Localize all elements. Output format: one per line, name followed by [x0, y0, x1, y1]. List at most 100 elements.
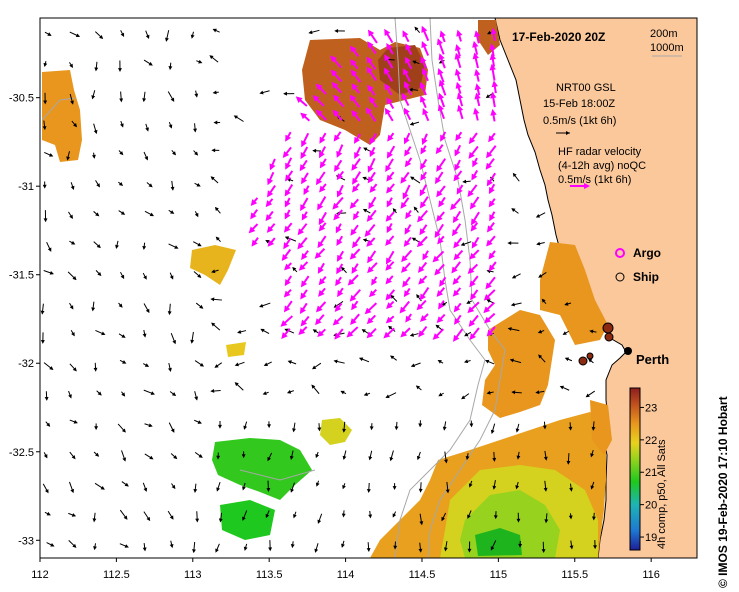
y-tick-label: -32	[18, 358, 34, 370]
velocity-arrowhead	[507, 327, 512, 331]
velocity-arrowhead	[47, 32, 52, 36]
velocity-arrowhead	[585, 393, 590, 398]
velocity-arrowhead	[71, 455, 76, 460]
velocity-arrowhead	[319, 185, 326, 193]
velocity-arrowhead	[333, 213, 340, 221]
velocity-arrowhead	[386, 174, 393, 182]
velocity-arrowhead	[215, 236, 220, 241]
velocity-arrowhead	[145, 308, 150, 314]
velocity-arrowhead	[464, 332, 469, 337]
velocity-arrowhead	[350, 59, 357, 67]
velocity-arrowhead	[43, 218, 48, 223]
velocity-arrowhead	[168, 367, 172, 372]
velocity-arrowhead	[73, 419, 78, 424]
velocity-arrowhead	[485, 282, 492, 290]
velocity-arrowhead	[351, 303, 358, 311]
velocity-arrowhead	[405, 56, 411, 64]
velocity-arrowhead	[386, 43, 393, 51]
velocity-arrowhead	[362, 238, 367, 243]
velocity-arrowhead	[299, 164, 306, 172]
velocity-arrowhead	[455, 134, 462, 142]
velocity-arrowhead	[393, 545, 398, 550]
velocity-arrowhead	[95, 452, 100, 457]
velocity-arrowhead	[405, 315, 412, 323]
velocity-arrowhead	[49, 153, 54, 157]
velocity-arrowhead	[315, 482, 320, 487]
velocity-arrowhead	[301, 213, 308, 221]
velocity-arrowhead	[474, 83, 482, 91]
velocity-arrowhead	[171, 484, 176, 490]
velocity-arrowhead	[171, 392, 177, 397]
velocity-arrowhead	[93, 129, 98, 135]
velocity-arrowhead	[190, 339, 195, 344]
velocity-arrowhead	[384, 107, 391, 115]
velocity-arrowhead	[42, 184, 47, 189]
velocity-arrowhead	[334, 28, 339, 33]
velocity-arrowhead	[312, 95, 320, 102]
velocity-arrowhead	[537, 329, 543, 334]
hf-line2: (4-12h avg) noQC	[558, 160, 646, 172]
velocity-arrowhead	[453, 305, 461, 313]
velocity-arrowhead	[347, 278, 355, 286]
velocity-arrowhead	[536, 241, 541, 246]
velocity-arrowhead	[196, 182, 201, 187]
velocity-arrowhead	[315, 83, 323, 91]
velocity-arrowhead	[336, 173, 344, 181]
velocity-arrowhead	[365, 107, 372, 115]
velocity-arrowhead	[216, 455, 221, 460]
velocity-arrowhead	[485, 359, 490, 364]
velocity-arrowhead	[385, 394, 390, 398]
velocity-arrowhead	[266, 190, 274, 198]
velocity-arrowhead	[234, 362, 239, 367]
velocity-arrowhead	[150, 391, 155, 395]
velocity-arrowhead	[91, 307, 96, 312]
velocity-arrowhead	[214, 364, 219, 368]
velocity-arrowhead	[516, 518, 521, 523]
colorbar: 23 22 21 20 19 4h comp, p50, All Sats	[629, 387, 668, 551]
velocity-arrowhead	[542, 425, 547, 430]
velocity-arrowhead	[209, 55, 214, 60]
velocity-arrowhead	[392, 486, 397, 490]
velocity-arrowhead	[364, 230, 372, 238]
velocity-arrowhead	[120, 123, 124, 128]
velocity-arrowhead	[269, 163, 276, 171]
velocity-arrowhead	[198, 454, 203, 458]
velocity-arrowhead	[349, 94, 357, 102]
velocity-arrowhead	[419, 228, 426, 236]
velocity-arrowhead	[284, 212, 291, 220]
velocity-arrowhead	[72, 367, 77, 372]
velocity-arrowhead	[383, 67, 390, 75]
velocity-arrowhead	[317, 427, 322, 432]
argo-legend-icon	[615, 248, 625, 258]
velocity-arrowhead	[392, 513, 397, 518]
velocity-arrowhead	[121, 428, 126, 433]
velocity-arrowhead	[454, 68, 462, 76]
velocity-arrowhead	[470, 224, 478, 232]
velocity-arrowhead	[412, 60, 417, 65]
velocity-arrowhead	[420, 56, 427, 64]
sst-patches	[42, 20, 612, 558]
velocity-arrowhead	[386, 151, 393, 159]
velocity-arrowhead	[507, 241, 512, 246]
velocity-arrowhead	[284, 200, 291, 208]
velocity-arrowhead	[194, 93, 199, 98]
velocity-arrowhead	[487, 30, 492, 35]
colorbar-tick-label: 19	[645, 532, 657, 544]
velocity-arrowhead	[341, 513, 346, 518]
velocity-arrowhead	[515, 428, 520, 433]
velocity-arrowhead	[415, 385, 421, 390]
velocity-arrowhead	[404, 149, 411, 157]
velocity-arrowhead	[317, 330, 325, 338]
velocity-arrowhead	[303, 187, 310, 196]
velocity-arrowhead	[384, 83, 391, 91]
velocity-arrowhead	[564, 301, 569, 306]
velocity-arrowhead	[44, 489, 49, 494]
velocity-arrowhead	[142, 333, 147, 338]
velocity-arrowhead	[404, 81, 410, 89]
velocity-arrowhead	[43, 454, 48, 459]
velocity-arrowhead	[436, 290, 444, 297]
velocity-arrowhead	[362, 176, 367, 181]
velocity-arrowhead	[466, 300, 471, 304]
velocity-arrowhead	[50, 543, 55, 547]
velocity-arrowhead	[145, 34, 150, 40]
